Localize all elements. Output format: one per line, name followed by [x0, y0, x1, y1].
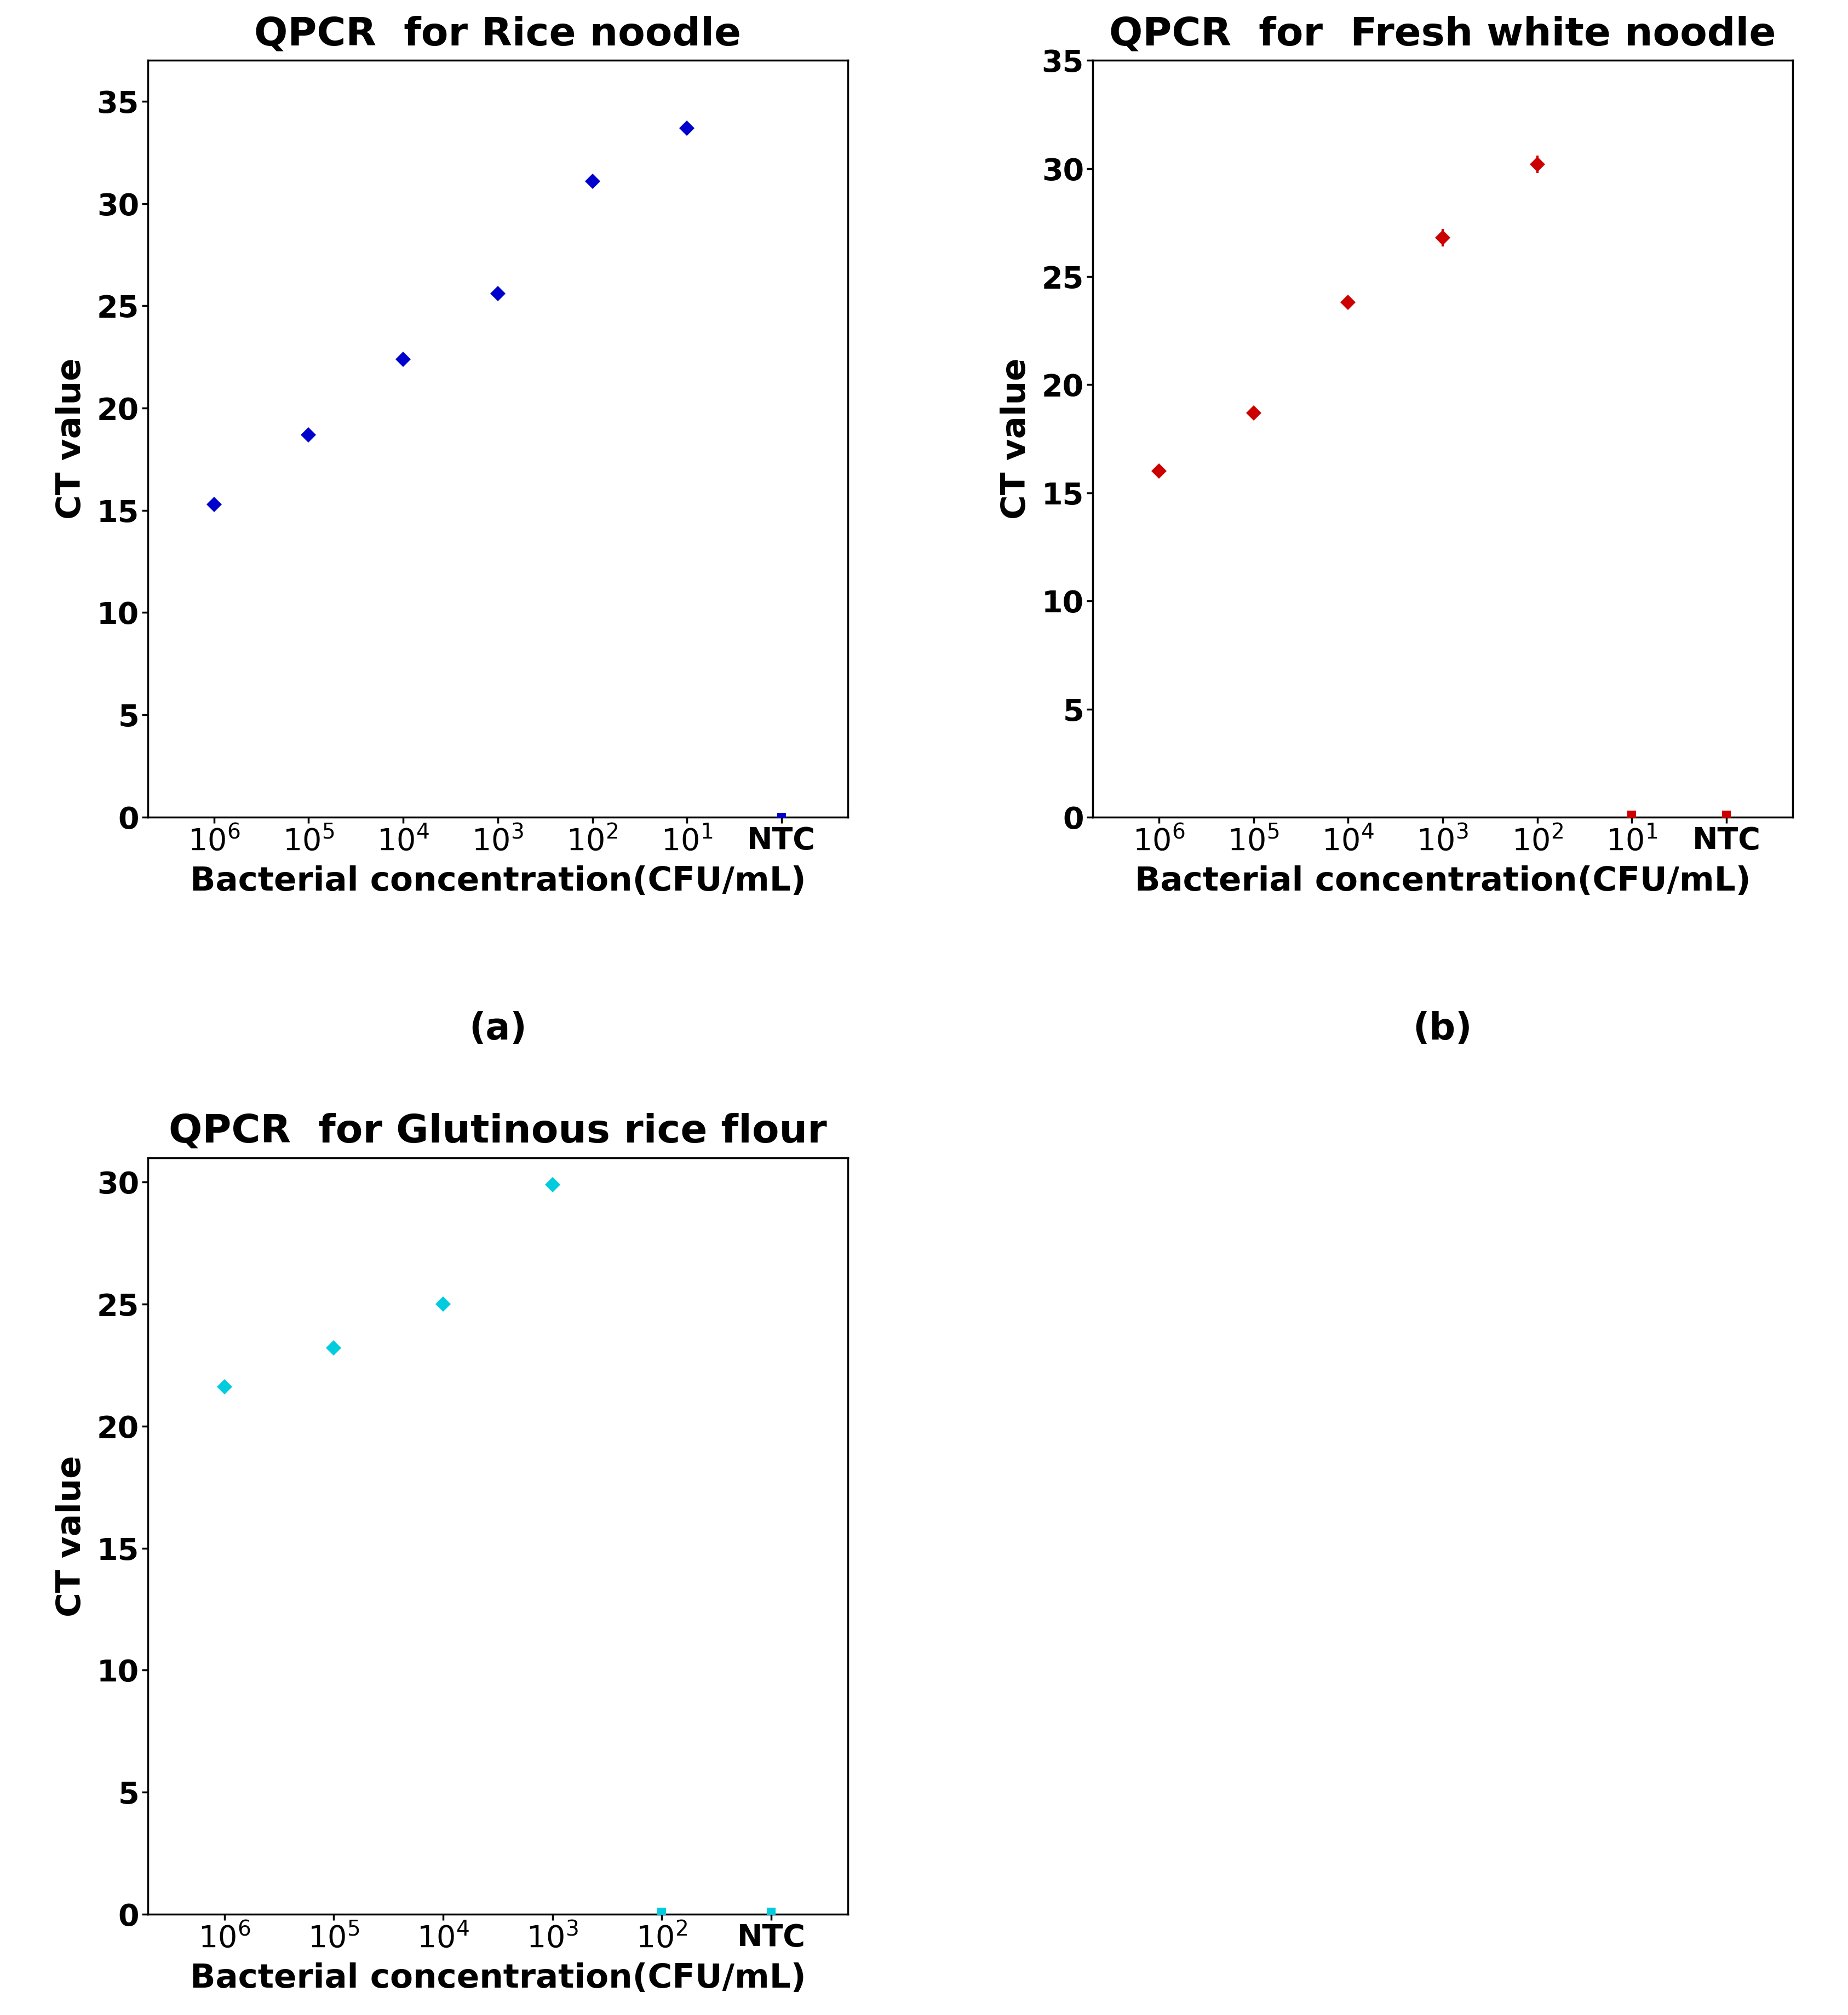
Text: (a): (a) — [469, 1012, 527, 1048]
Title: QPCR  for Glutinous rice flour: QPCR for Glutinous rice flour — [168, 1112, 826, 1151]
X-axis label: Bacterial concentration(CFU/mL): Bacterial concentration(CFU/mL) — [190, 1963, 806, 1995]
Title: QPCR  for Rice noodle: QPCR for Rice noodle — [255, 16, 741, 54]
X-axis label: Bacterial concentration(CFU/mL): Bacterial concentration(CFU/mL) — [1135, 866, 1750, 899]
Title: QPCR  for  Fresh white noodle: QPCR for Fresh white noodle — [1109, 16, 1776, 54]
X-axis label: Bacterial concentration(CFU/mL): Bacterial concentration(CFU/mL) — [190, 866, 806, 899]
Y-axis label: CT value: CT value — [1000, 359, 1033, 520]
Y-axis label: CT value: CT value — [55, 359, 87, 520]
Text: (b): (b) — [1414, 1012, 1473, 1048]
Y-axis label: CT value: CT value — [55, 1455, 87, 1616]
